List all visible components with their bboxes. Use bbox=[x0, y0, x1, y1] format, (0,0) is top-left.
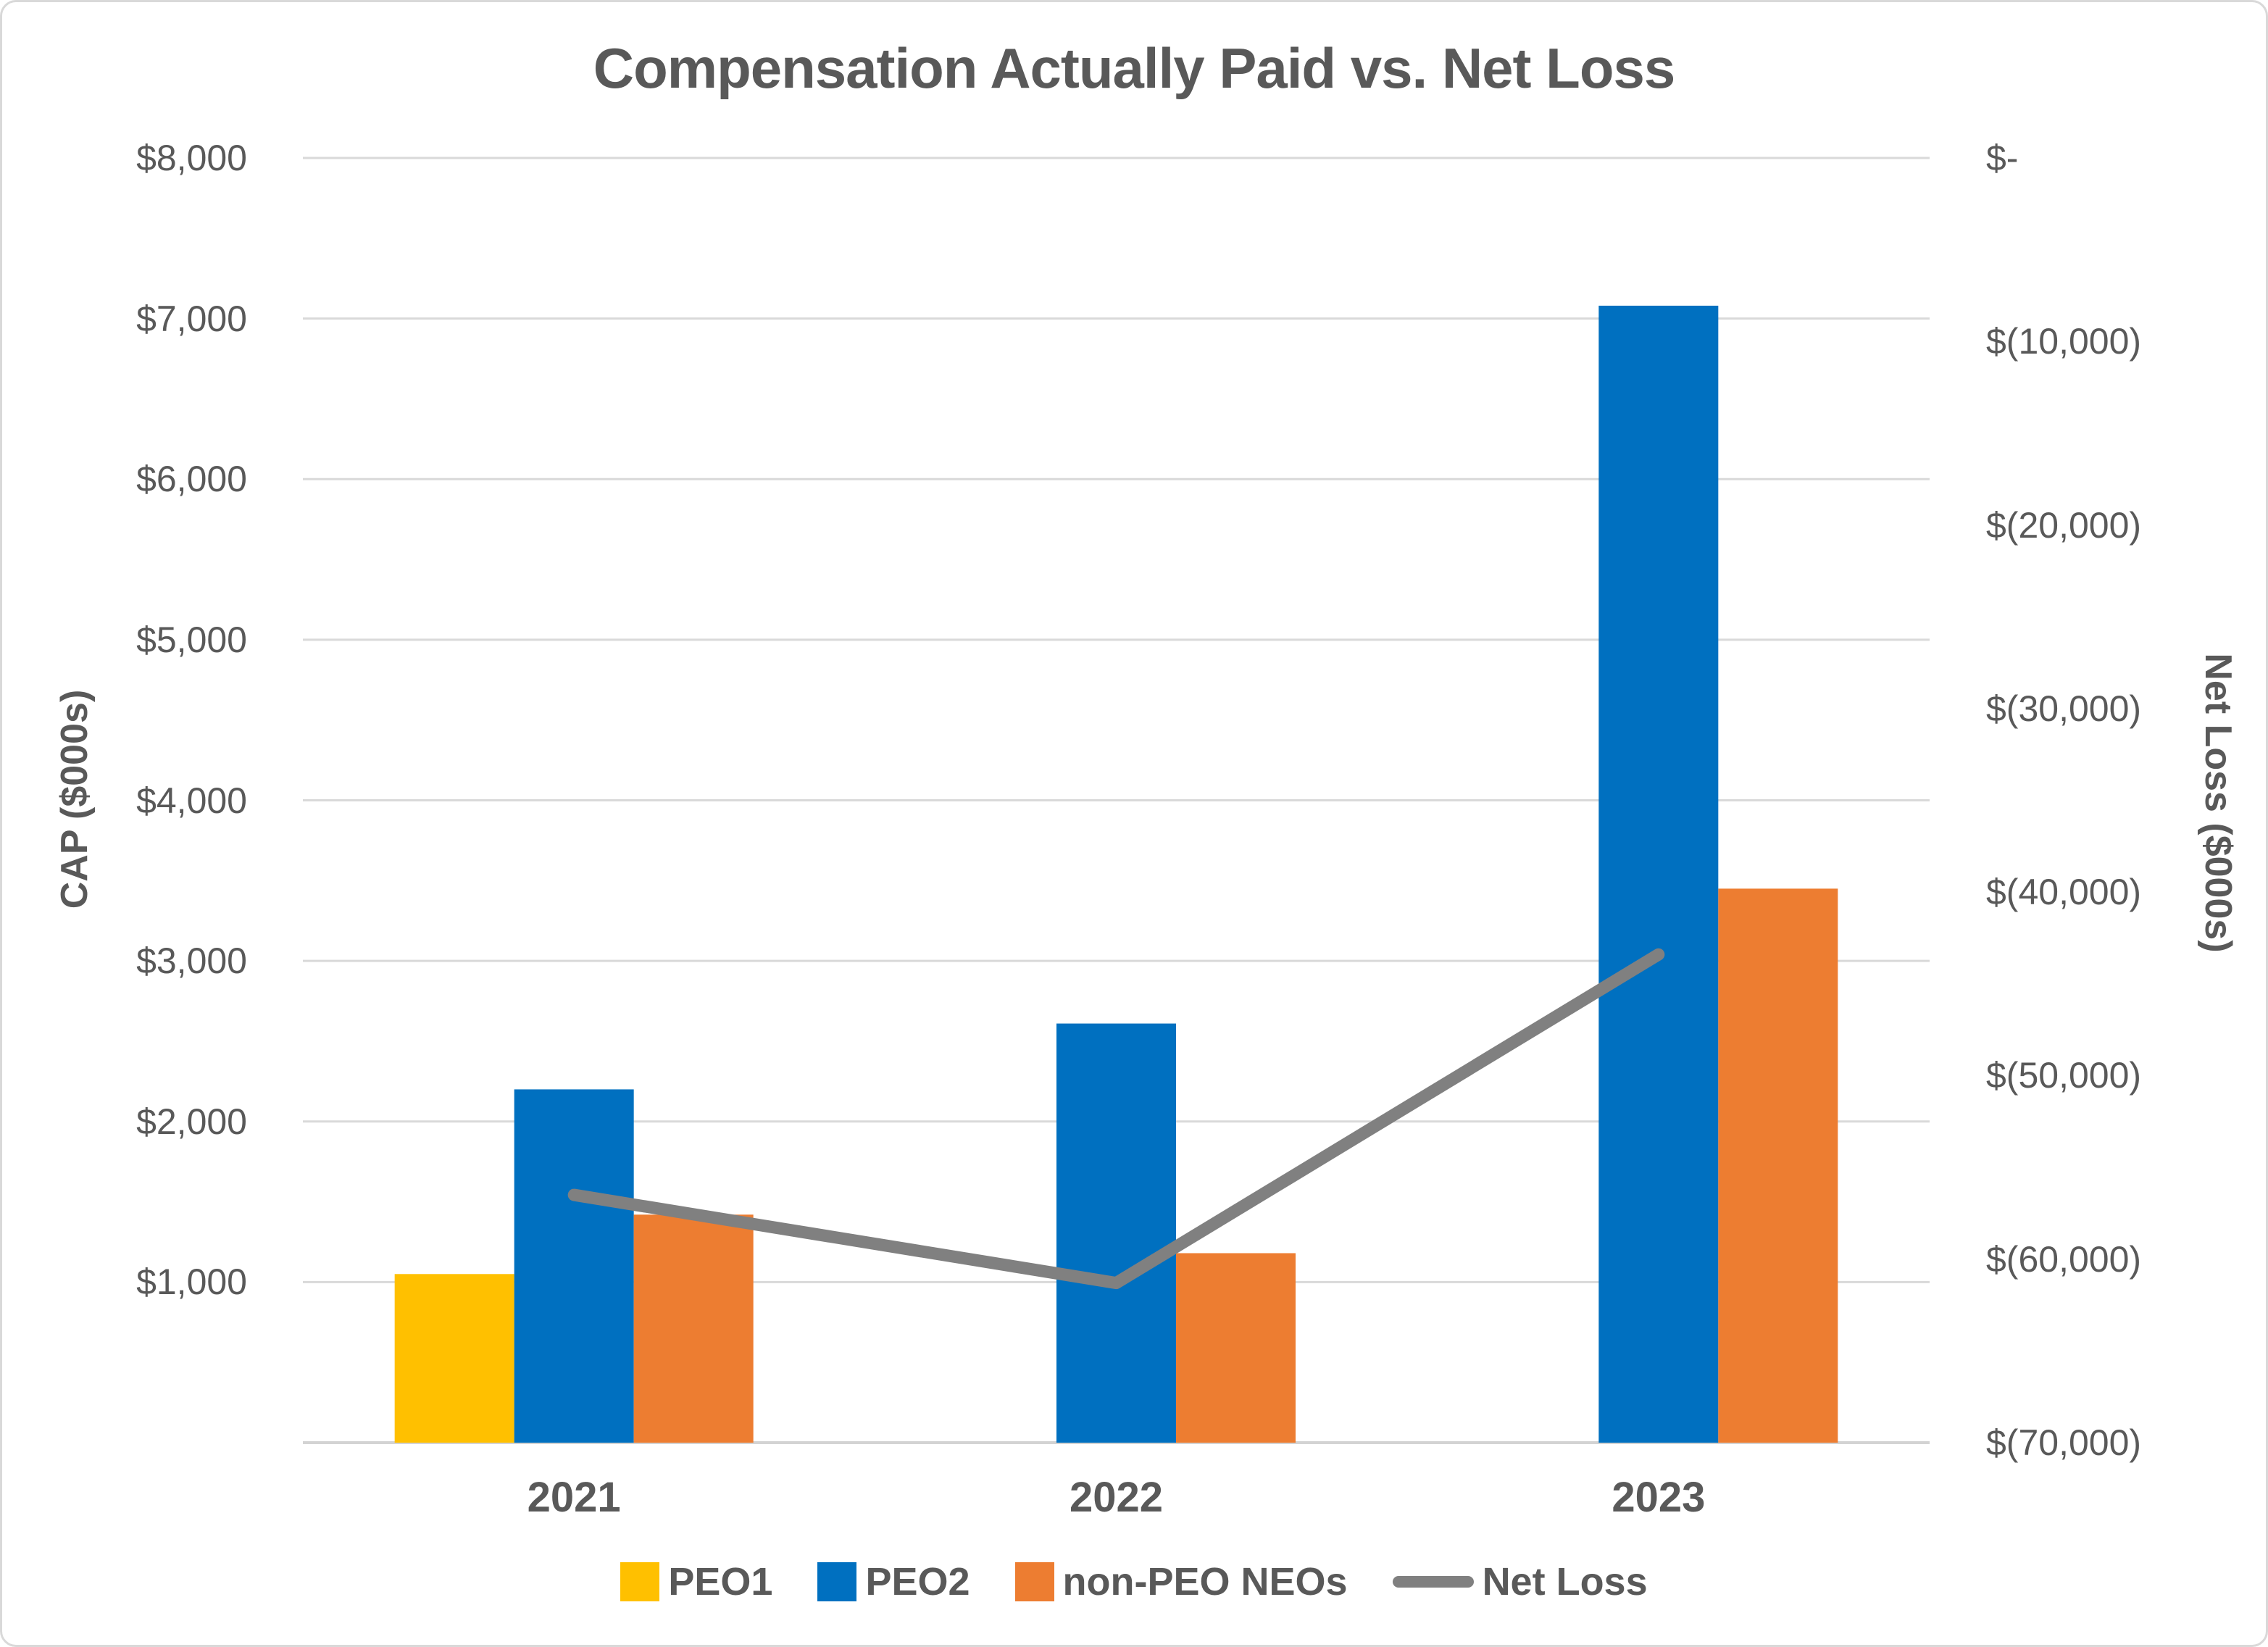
legend-label: non-PEO NEOs bbox=[1062, 1560, 1348, 1604]
left-axis-tick: $6,000 bbox=[136, 459, 247, 500]
right-axis-tick: $(70,000) bbox=[1986, 1422, 2142, 1463]
right-axis-tick: $(30,000) bbox=[1986, 688, 2142, 729]
left-axis-tick: $2,000 bbox=[136, 1101, 247, 1142]
legend: PEO1 PEO2 non-PEO NEOs Net Loss bbox=[2, 1546, 2266, 1618]
legend-item-Net-Loss: Net Loss bbox=[1392, 1559, 1648, 1604]
bar-PEO2-2021 bbox=[514, 1089, 634, 1443]
left-axis-tick: $3,000 bbox=[136, 941, 247, 982]
left-axis-tick: $4,000 bbox=[136, 780, 247, 821]
legend-item-PEO1: PEO1 bbox=[620, 1559, 772, 1604]
legend-item-non-PEO-NEOs: non-PEO NEOs bbox=[1014, 1559, 1348, 1604]
bar-non-PEO-NEOs-2022 bbox=[1176, 1253, 1296, 1443]
left-axis-tick: $7,000 bbox=[136, 298, 247, 339]
legend-swatch-line bbox=[1392, 1576, 1474, 1588]
legend-swatch-square bbox=[817, 1562, 857, 1601]
chart-title: Compensation Actually Paid vs. Net Loss bbox=[593, 36, 1675, 100]
right-axis-tick: $(20,000) bbox=[1986, 504, 2142, 546]
legend-label: PEO2 bbox=[865, 1560, 970, 1604]
x-axis-tick-2022: 2022 bbox=[1069, 1474, 1164, 1521]
x-axis-tick-2021: 2021 bbox=[527, 1474, 621, 1521]
left-axis-tick: $5,000 bbox=[136, 619, 247, 660]
legend-label: PEO1 bbox=[668, 1560, 773, 1604]
legend-label: Net Loss bbox=[1482, 1560, 1648, 1604]
bar-non-PEO-NEOs-2021 bbox=[633, 1214, 754, 1443]
right-axis-tick: $- bbox=[1986, 138, 2019, 178]
legend-swatch-square bbox=[620, 1562, 660, 1601]
right-axis-title: Net Loss ($000s) bbox=[2197, 653, 2239, 953]
left-axis-title: CAP ($000s) bbox=[54, 689, 96, 909]
right-axis-tick: $(60,000) bbox=[1986, 1238, 2142, 1280]
legend-swatch-square bbox=[1014, 1562, 1054, 1601]
bar-PEO2-2023 bbox=[1598, 305, 1719, 1443]
left-axis-tick: $1,000 bbox=[136, 1262, 247, 1303]
right-axis-tick: $(50,000) bbox=[1986, 1055, 2142, 1096]
legend-item-PEO2: PEO2 bbox=[817, 1559, 970, 1604]
right-axis-tick: $(40,000) bbox=[1986, 872, 2142, 913]
right-axis-tick: $(10,000) bbox=[1986, 321, 2142, 362]
x-axis-tick-2023: 2023 bbox=[1612, 1474, 1706, 1521]
line-Net-Loss bbox=[567, 948, 1665, 1290]
bar-PEO2-2022 bbox=[1056, 1023, 1176, 1443]
bar-PEO1-2021 bbox=[394, 1274, 514, 1443]
bar-non-PEO-NEOs-2023 bbox=[1718, 888, 1838, 1443]
left-axis-tick: $8,000 bbox=[136, 138, 247, 178]
